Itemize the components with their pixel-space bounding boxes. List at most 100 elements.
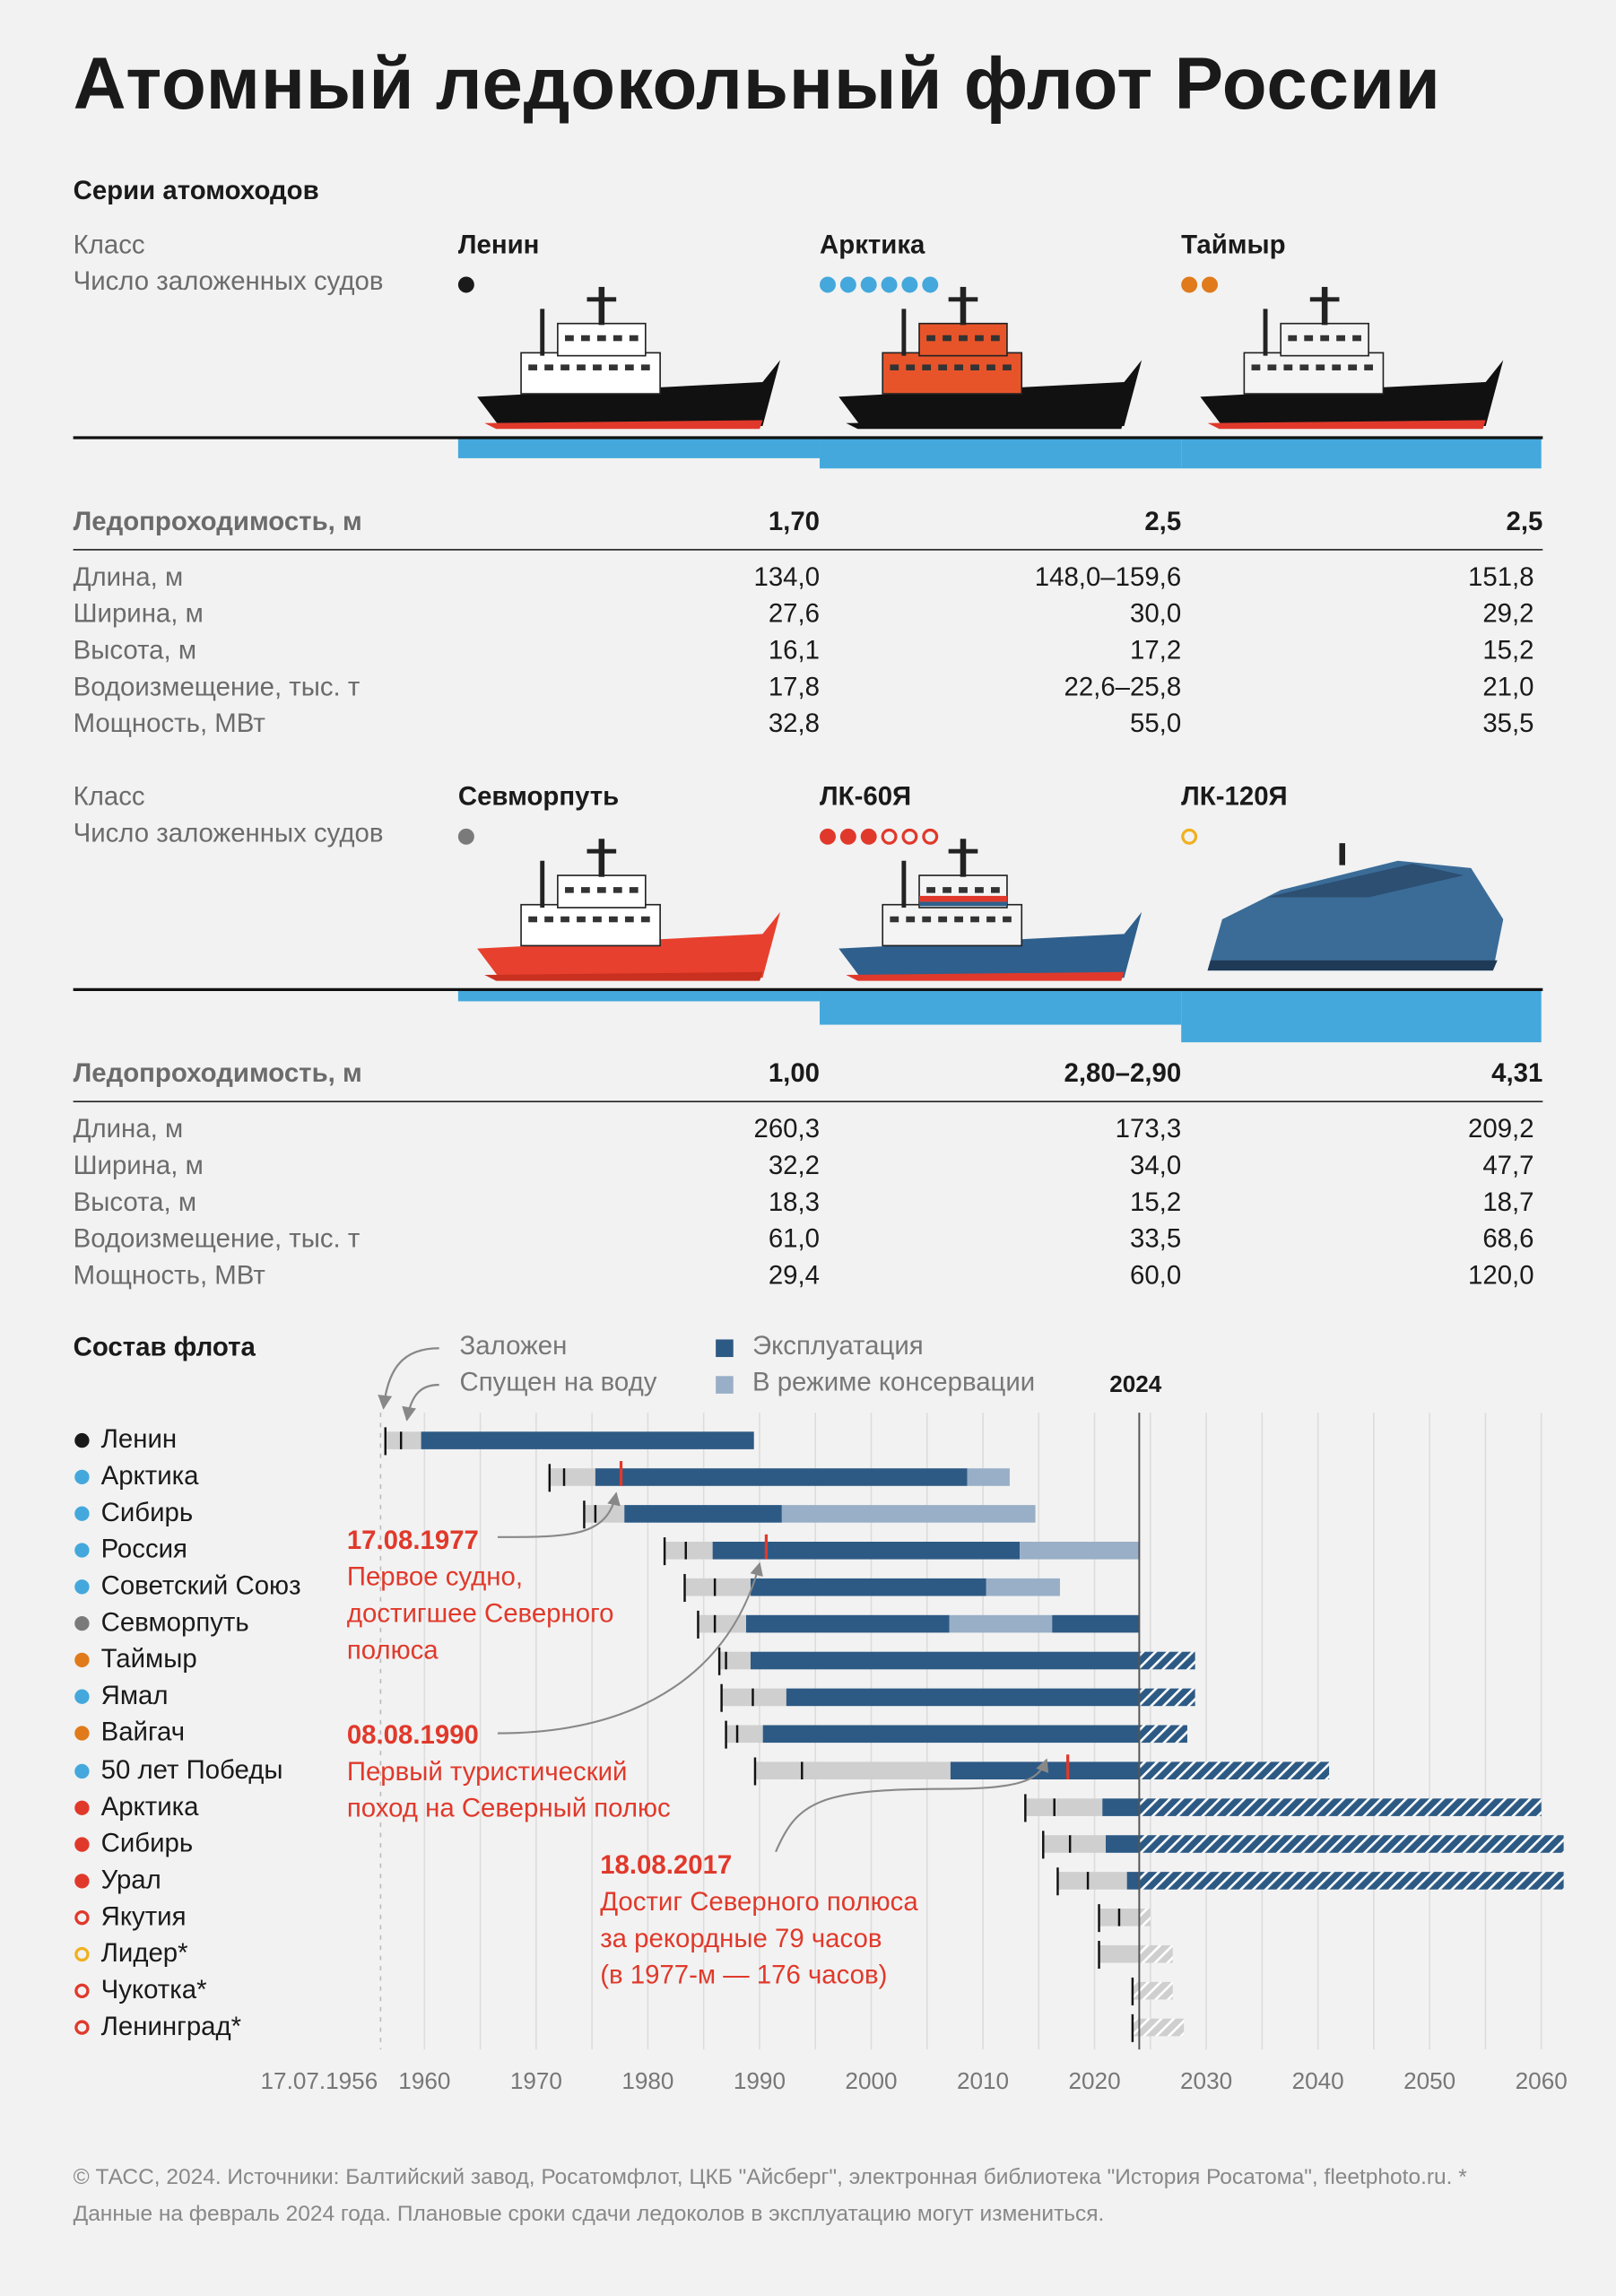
param-value: 29,4 <box>768 1260 821 1290</box>
construction-bar <box>665 1542 713 1560</box>
ice-capability-value: 2,5 <box>1506 506 1543 536</box>
ice-capability-value: 2,80–2,90 <box>1064 1058 1182 1088</box>
ship-name: Таймыр <box>100 1644 197 1674</box>
param-value: 209,2 <box>1468 1114 1534 1144</box>
ship-name: Лидер* <box>100 1937 188 1968</box>
ship-dot <box>74 1983 90 1998</box>
ship-illustration-icon <box>470 280 792 448</box>
param-value: 16,1 <box>768 635 821 665</box>
construction-bar <box>1043 1835 1107 1853</box>
planned-bar <box>1132 2018 1185 2037</box>
construction-bar <box>721 1688 786 1707</box>
param-label: Ширина, м <box>73 598 204 629</box>
param-value: 30,0 <box>1129 598 1182 629</box>
ship-count-dots <box>457 826 479 852</box>
ship-dot <box>74 1763 90 1779</box>
ship-count-dots <box>457 274 479 300</box>
ship-dot <box>74 1506 90 1522</box>
planned-bar <box>1139 1872 1564 1890</box>
waterline <box>73 987 1543 991</box>
ice-capability-bar <box>457 989 821 1002</box>
class-label: Класс <box>73 230 145 259</box>
ship-name: Ленинград* <box>100 2011 242 2041</box>
ship-name: Советский Союз <box>100 1570 301 1601</box>
class-label: Класс <box>73 781 145 812</box>
class-name: Ленин <box>457 230 540 259</box>
x-start-label: 17.07.1956 <box>260 2069 378 2095</box>
ship-dot <box>74 1653 90 1668</box>
planned-bar <box>1132 1981 1173 2000</box>
param-value: 29,2 <box>1482 598 1534 629</box>
ship-count-dots <box>1181 274 1222 300</box>
ship-illustration-icon <box>831 831 1153 1000</box>
ice-capability-value: 1,00 <box>768 1058 821 1088</box>
x-tick-label: 2040 <box>1291 2069 1344 2095</box>
ice-capability-value: 2,5 <box>1144 506 1182 536</box>
page-title: Атомный ледокольный флот России <box>73 42 1441 125</box>
ice-capability-bar <box>1181 989 1542 1043</box>
operation-bar <box>762 1725 1140 1744</box>
ship-count-dot <box>1181 828 1198 845</box>
x-tick-label: 2000 <box>845 2069 898 2095</box>
ice-capability-bar <box>820 438 1182 469</box>
ship-name: Арктика <box>100 1791 199 1821</box>
ship-illustration-icon <box>470 831 792 1000</box>
ship-dot <box>74 2020 90 2035</box>
ship-dot <box>74 1579 90 1595</box>
ship-count-dot <box>839 276 856 293</box>
param-value: 151,8 <box>1468 561 1534 592</box>
ship-count-dot <box>901 828 918 845</box>
construction-bar <box>754 1761 951 1780</box>
x-tick-label: 2060 <box>1515 2069 1568 2095</box>
param-label: Мощность, МВт <box>73 708 265 738</box>
param-value: 55,0 <box>1129 708 1182 738</box>
event-date: 08.08.1990 <box>346 1719 479 1750</box>
ship-count-dot <box>457 276 474 293</box>
ship-name: Россия <box>100 1534 187 1564</box>
ship-count-dot <box>1202 276 1218 293</box>
param-value: 47,7 <box>1482 1150 1534 1180</box>
planned-bar <box>1139 1688 1195 1707</box>
operation-bar <box>750 1578 986 1596</box>
ship-dot <box>74 1946 90 1961</box>
ship-count-dots <box>820 826 943 852</box>
event-text: (в 1977-м — 176 часов) <box>600 1960 888 1990</box>
param-value: 35,5 <box>1482 708 1534 738</box>
planned-bar <box>1139 1835 1564 1853</box>
param-value: 34,0 <box>1129 1150 1182 1180</box>
operation-bar <box>1126 1872 1140 1890</box>
event-text: поход на Северный полюс <box>346 1793 671 1823</box>
operation-bar <box>1106 1835 1140 1853</box>
param-value: 18,3 <box>768 1187 821 1217</box>
class-name: ЛК-60Я <box>820 781 912 812</box>
launched-arrow-icon <box>402 1383 439 1422</box>
event-annotation: 18.08.2017 Достиг Северного полюса за реко… <box>600 1848 917 1994</box>
ship-dot <box>74 1799 90 1815</box>
laid-arrow-icon <box>378 1347 439 1410</box>
table-divider <box>73 1100 1543 1103</box>
planned-bar <box>1139 1944 1173 1963</box>
ship-illustration-icon <box>1193 280 1515 448</box>
construction-bar <box>684 1578 751 1596</box>
ship-count-dots <box>1181 826 1202 852</box>
current-year-label: 2024 <box>1109 1373 1162 1398</box>
param-value: 260,3 <box>753 1114 821 1144</box>
conservation-bar <box>949 1614 1053 1633</box>
ice-capability-bar <box>820 989 1182 1025</box>
ice-capability-bar <box>1181 438 1542 469</box>
ship-count-dot <box>922 276 939 293</box>
x-tick-label: 1970 <box>509 2069 562 2095</box>
param-value: 148,0–159,6 <box>1034 561 1182 592</box>
construction-bar <box>719 1651 751 1670</box>
waterline <box>73 436 1543 439</box>
ship-count-label: Число заложенных судов <box>73 266 384 296</box>
planned-bar <box>1139 1909 1151 1926</box>
event-text: за рекордные 79 часов <box>600 1923 882 1953</box>
param-value: 22,6–25,8 <box>1064 672 1182 701</box>
ice-capability-bar <box>457 438 821 458</box>
operation-bar <box>712 1542 1021 1560</box>
ship-dot <box>74 1873 90 1889</box>
ship-count-dot <box>1181 276 1198 293</box>
ship-name: Арктика <box>100 1461 199 1491</box>
